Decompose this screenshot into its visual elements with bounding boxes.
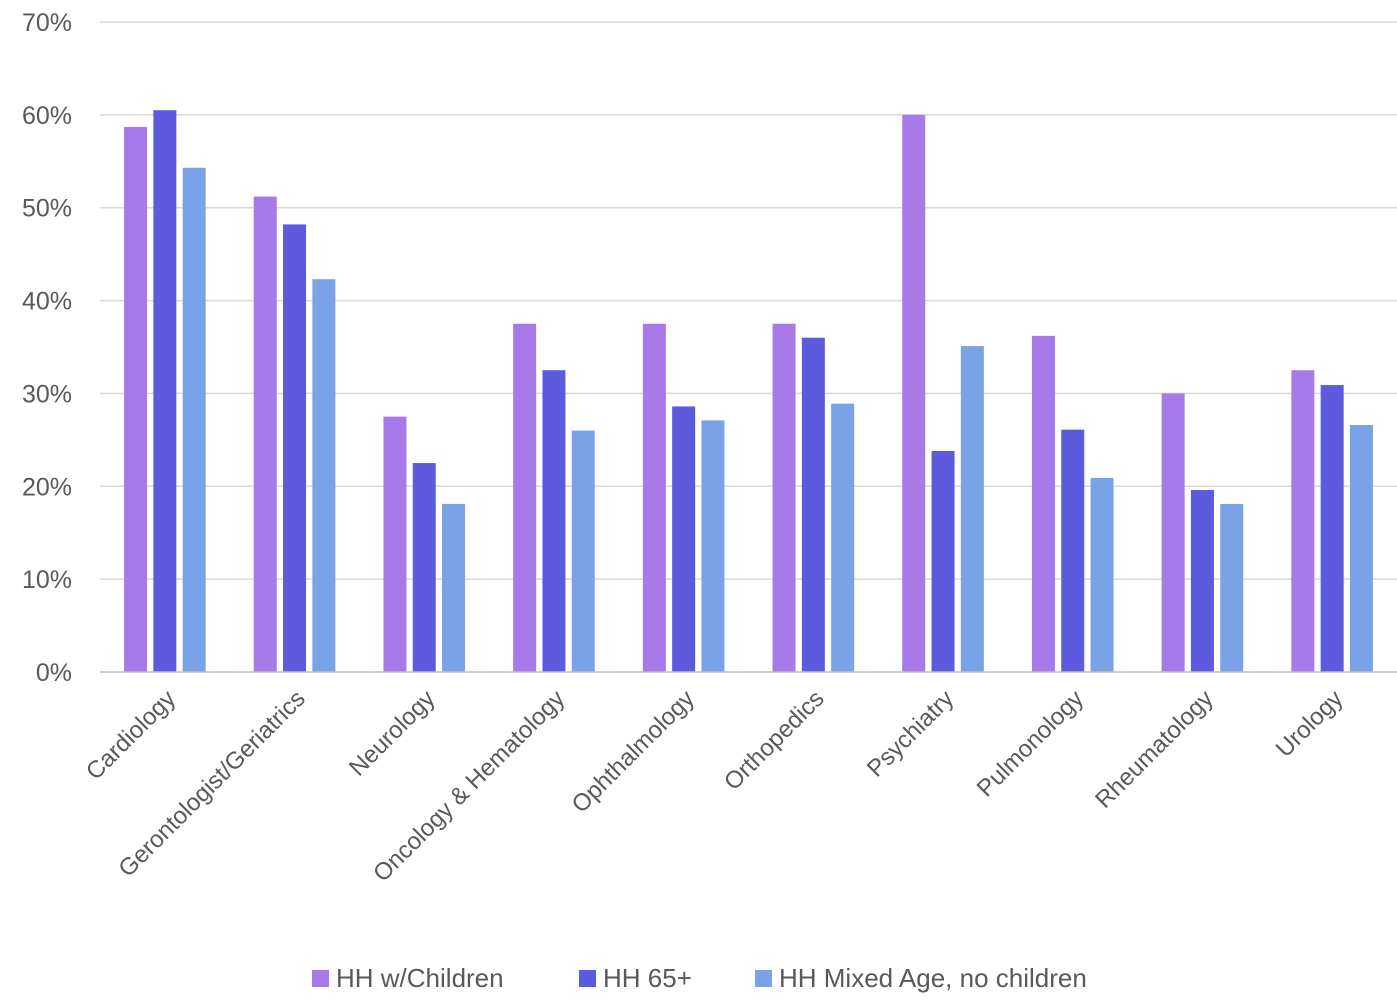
bar xyxy=(1190,490,1214,672)
bar xyxy=(831,403,855,672)
bar xyxy=(153,110,177,672)
y-tick-label: 60% xyxy=(22,102,72,130)
bar xyxy=(960,346,984,672)
y-tick-label: 10% xyxy=(22,566,72,594)
bar xyxy=(642,323,666,672)
bar xyxy=(1320,385,1344,672)
y-tick-label: 70% xyxy=(22,9,72,37)
x-tick-label: Urology xyxy=(1271,685,1349,763)
bar xyxy=(701,420,725,672)
bar xyxy=(1090,477,1114,672)
bar xyxy=(1349,425,1373,672)
bar xyxy=(1061,429,1085,672)
y-tick-label: 30% xyxy=(22,380,72,408)
legend: HH w/Children HH 65+ HH Mixed Age, no chil… xyxy=(312,963,1087,993)
legend-label: HH Mixed Age, no children xyxy=(779,963,1087,993)
x-tick-label: Psychiatry xyxy=(862,685,959,782)
x-tick-label: Pulmonology xyxy=(972,685,1089,802)
bar xyxy=(801,337,825,672)
bar xyxy=(442,503,466,672)
bar xyxy=(1161,393,1185,672)
bar xyxy=(182,167,206,673)
legend-swatch xyxy=(579,970,596,987)
bar xyxy=(513,323,537,672)
y-axis-ticks: 0% 10% 20% 30% 40% 50% 60% 70% xyxy=(22,9,72,687)
bar xyxy=(412,463,436,672)
bar xyxy=(931,451,955,672)
bar xyxy=(124,126,148,672)
bar xyxy=(1031,335,1055,672)
bar xyxy=(571,430,595,672)
bar xyxy=(253,196,277,673)
legend-swatch xyxy=(755,970,772,987)
bars xyxy=(124,110,1373,673)
bar xyxy=(1291,370,1315,672)
y-tick-label: 50% xyxy=(22,195,72,223)
legend-label: HH w/Children xyxy=(336,963,504,993)
x-tick-label: Rheumatology xyxy=(1090,685,1219,814)
bar xyxy=(672,406,696,672)
x-tick-label: Ophthalmology xyxy=(567,685,700,818)
bar xyxy=(283,224,307,672)
x-tick-label: Neurology xyxy=(344,685,440,781)
bar xyxy=(772,323,796,672)
bar xyxy=(902,114,926,673)
y-tick-label: 40% xyxy=(22,288,72,316)
x-tick-label: Cardiology xyxy=(81,685,181,785)
bar xyxy=(383,416,407,672)
bar xyxy=(312,279,336,672)
y-tick-label: 20% xyxy=(22,473,72,501)
legend-label: HH 65+ xyxy=(603,963,692,993)
bar xyxy=(1220,503,1244,672)
y-tick-label: 0% xyxy=(36,659,72,687)
bar xyxy=(542,370,566,672)
x-tick-label: Orthopedics xyxy=(719,685,830,796)
legend-swatch xyxy=(312,970,329,987)
